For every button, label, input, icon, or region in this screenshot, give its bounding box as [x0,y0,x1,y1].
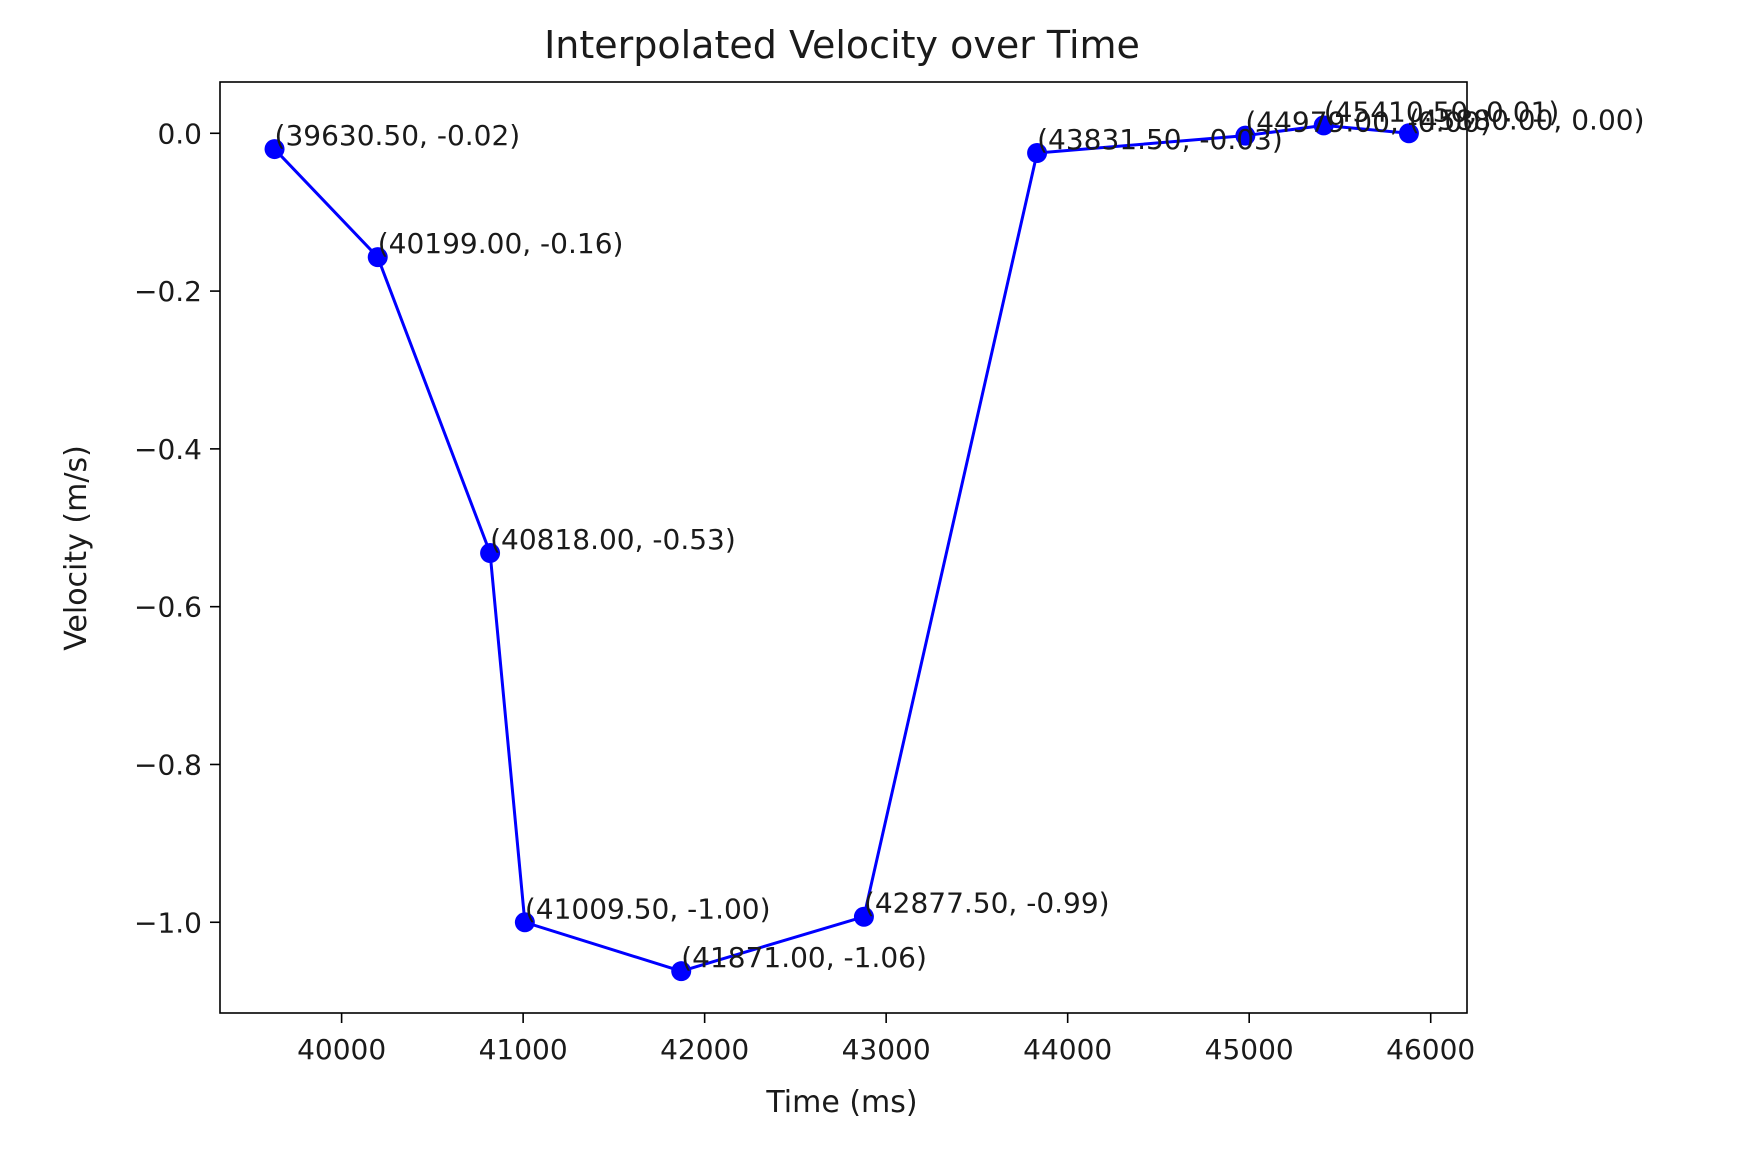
x-tick-label: 41000 [479,1033,568,1066]
x-tick-label: 45000 [1205,1033,1294,1066]
data-point [671,961,692,982]
x-axis-label: Time (ms) [765,1085,917,1120]
data-label: (44979.00, -0.00) [1245,106,1491,139]
data-label: (40199.00, -0.16) [378,227,624,260]
x-tick-label: 43000 [842,1033,931,1066]
x-tick-label: 46000 [1386,1033,1475,1066]
data-point [1398,123,1419,144]
y-tick-label: 0.0 [157,117,202,150]
x-tick-label: 44000 [1023,1033,1112,1066]
data-point [264,139,285,160]
data-point [1235,125,1256,146]
y-tick-label: −0.2 [134,275,202,308]
y-axis-label: Velocity (m/s) [59,445,94,651]
data-label: (41009.50, -1.00) [525,892,771,925]
data-point [1027,143,1048,164]
data-points [264,115,1419,982]
y-tick-label: −0.6 [134,591,202,624]
y-tick-label: −1.0 [134,906,202,939]
data-label: (45880.00, 0.00) [1409,103,1645,136]
data-point [480,543,501,564]
data-labels: (39630.50, -0.02) (40199.00, -0.16) (40818… [275,95,1645,974]
plot-area [219,81,1468,1014]
y-tick-label: −0.4 [134,433,202,466]
data-label: (39630.50, -0.02) [275,119,521,152]
data-point [514,912,535,933]
data-label: (40818.00, -0.53) [490,523,736,556]
data-label: (41871.00, -1.06) [681,941,927,974]
data-label: (43831.50, -0.03) [1037,123,1283,156]
x-axis: 40000 41000 42000 43000 44000 45000 46000 [297,1013,1475,1066]
data-point [367,247,388,268]
data-label: (45410.50, 0.01) [1324,95,1560,128]
chart-title: Interpolated Velocity over Time [544,23,1140,67]
data-point [1313,115,1334,136]
data-label: (42877.50, -0.99) [864,887,1110,920]
series-line [273,123,1410,973]
y-tick-label: −0.8 [134,748,202,781]
y-axis: 0.0 −0.2 −0.4 −0.6 −0.8 −1.0 [134,117,220,939]
data-point [853,906,874,927]
x-tick-label: 42000 [660,1033,749,1066]
x-tick-label: 40000 [297,1033,386,1066]
